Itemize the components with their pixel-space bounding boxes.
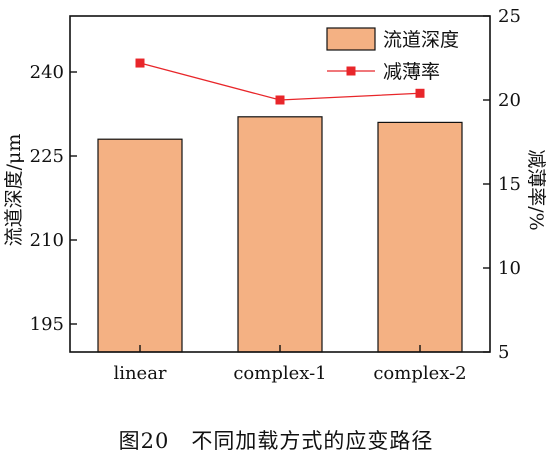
bar-group — [97, 116, 463, 353]
x-axis: linear complex-1 complex-2 — [113, 345, 467, 384]
bar-complex-1 — [237, 116, 323, 353]
line-point-complex-1 — [275, 95, 285, 105]
line-point-linear — [135, 58, 145, 68]
left-axis: 195 210 225 240 — [30, 62, 77, 335]
thinning-line — [139, 62, 421, 101]
line-series — [135, 58, 425, 105]
legend-marker-line — [346, 66, 356, 76]
bar-complex-2 — [377, 121, 463, 353]
legend-swatch-bar — [326, 27, 376, 51]
line-point-complex-2 — [415, 88, 425, 98]
y-axis-label: 流道深度/μm — [3, 134, 25, 247]
figure-caption: 图20 不同加载方式的应变路径 — [118, 429, 434, 453]
x-tick-label: linear — [113, 363, 166, 384]
y-tick-label: 195 — [30, 314, 64, 335]
y2-tick-label: 10 — [498, 258, 521, 279]
right-axis: 5 10 15 20 25 — [483, 6, 521, 363]
y2-tick-label: 20 — [498, 90, 521, 111]
y2-tick-label: 15 — [498, 174, 521, 195]
legend-label-line: 减薄率 — [383, 61, 440, 83]
y-tick-label: 240 — [30, 62, 64, 83]
y-tick-label: 225 — [30, 146, 64, 167]
bar-linear — [97, 138, 183, 353]
y-tick-label: 210 — [30, 230, 64, 251]
x-tick-label: complex-1 — [233, 363, 326, 384]
y2-axis-label: 减薄率/% — [525, 149, 547, 230]
y2-tick-label: 25 — [498, 6, 521, 27]
x-tick-label: complex-2 — [373, 363, 466, 384]
y2-tick-label: 5 — [498, 342, 509, 363]
legend-label-bar: 流道深度 — [383, 29, 459, 51]
